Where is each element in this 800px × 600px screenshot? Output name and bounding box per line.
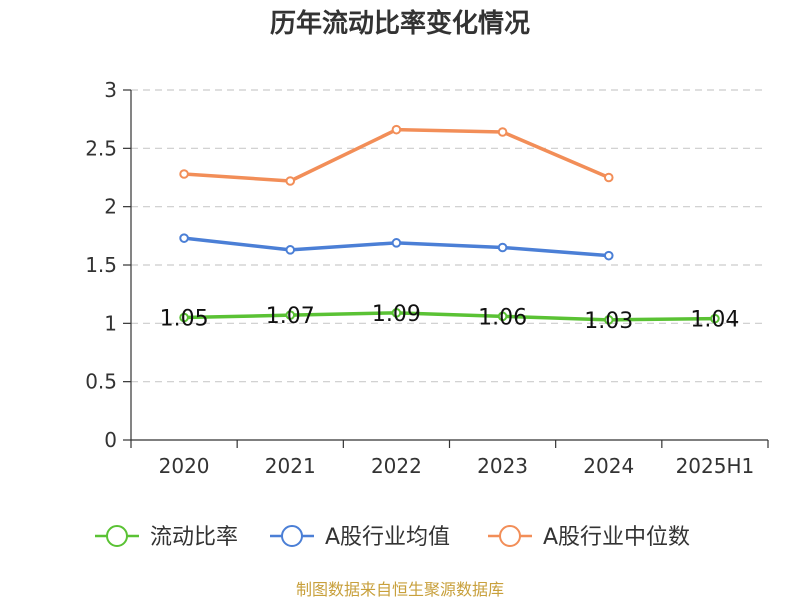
data-point xyxy=(603,250,614,261)
axes: 0 0.5 1 1.5 2 2.5 3 2020 2021 2022 2023 2024 2025H1 xyxy=(85,78,769,478)
data-point xyxy=(179,233,189,243)
data-point xyxy=(391,308,402,318)
series-line xyxy=(184,311,715,322)
data-label: 1.06 xyxy=(478,305,527,330)
data-label: 1.04 xyxy=(690,308,739,333)
legend-label: 流动比率 xyxy=(150,525,238,550)
data-point xyxy=(497,242,508,253)
y-tick-label: 2 xyxy=(104,195,117,219)
data-point xyxy=(603,172,614,183)
data-label: 1.09 xyxy=(372,302,421,327)
series-line xyxy=(183,127,610,183)
x-tick-label: 2025H1 xyxy=(676,454,755,478)
legend-label: A股行业中位数 xyxy=(543,525,690,550)
source-note: 制图数据来自恒生聚源数据库 xyxy=(296,580,504,599)
data-point xyxy=(497,311,508,322)
data-label: 1.07 xyxy=(266,304,315,329)
x-tick-label: 2022 xyxy=(371,454,422,478)
y-tick-label: 3 xyxy=(104,78,117,102)
data-point xyxy=(710,313,720,324)
legend-marker xyxy=(106,525,128,547)
data-point xyxy=(391,238,402,248)
data-point xyxy=(179,169,189,179)
data-point xyxy=(603,315,614,325)
y-tick-label: 1 xyxy=(104,311,117,335)
data-point xyxy=(285,176,296,186)
data-point xyxy=(285,245,296,255)
legend: 流动比率 A股行业均值 A股行业中位数 xyxy=(95,525,690,550)
data-point xyxy=(285,310,296,320)
x-tick-label: 2023 xyxy=(477,454,528,478)
y-tick-label: 0 xyxy=(104,428,117,452)
data-point xyxy=(179,312,189,323)
y-tick-label: 1.5 xyxy=(85,253,117,277)
legend-marker xyxy=(499,525,521,547)
data-label: 1.03 xyxy=(584,309,633,334)
y-tick-label: 2.5 xyxy=(85,136,117,160)
legend-label: A股行业均值 xyxy=(325,525,450,550)
grid-lines xyxy=(131,89,763,383)
data-label: 1.05 xyxy=(160,307,209,332)
y-tick-label: 0.5 xyxy=(85,370,117,394)
chart-title: 历年流动比率变化情况 xyxy=(270,8,530,39)
data-point xyxy=(497,127,508,137)
x-tick-label: 2021 xyxy=(265,454,316,478)
data-point xyxy=(391,124,402,135)
series-group: 1.05 1.07 1.09 1.06 1.03 1.04 xyxy=(160,124,739,334)
x-tick-label: 2024 xyxy=(583,454,634,478)
x-tick-label: 2020 xyxy=(159,454,210,478)
legend-marker xyxy=(281,525,303,547)
